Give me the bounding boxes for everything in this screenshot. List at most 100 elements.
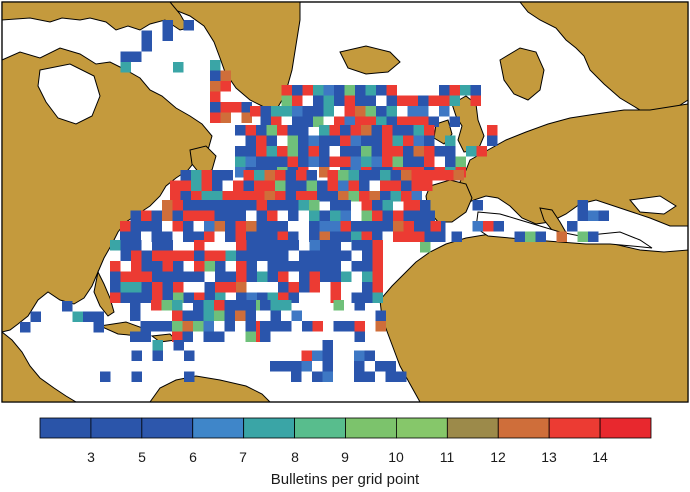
grid-cell [224, 300, 235, 311]
grid-cell [245, 331, 256, 342]
grid-cell [333, 321, 344, 332]
grid-cell [292, 85, 303, 96]
grid-cell [334, 85, 345, 96]
grid-cell [267, 261, 278, 272]
grid-cell [455, 156, 466, 167]
grid-cell [161, 300, 172, 311]
grid-cell [340, 200, 351, 211]
grid-cell [372, 221, 383, 232]
grid-cell [386, 95, 397, 106]
grid-cell [313, 95, 324, 106]
grid-cell [220, 102, 231, 113]
grid-cell [236, 282, 247, 293]
grid-cell [194, 240, 205, 251]
grid-cell [302, 321, 313, 332]
grid-cell [264, 191, 275, 202]
grid-cell [309, 231, 320, 242]
grid-cell [420, 200, 431, 211]
grid-cell [291, 361, 302, 372]
legend-bin-10 [497, 417, 550, 439]
grid-cell [220, 112, 231, 123]
grid-cell [183, 271, 194, 282]
grid-cell [359, 180, 370, 191]
grid-cell [313, 106, 324, 117]
grid-cell [214, 300, 225, 311]
grid-cell [288, 231, 299, 242]
grid-cell [246, 200, 257, 211]
grid-cell [172, 331, 183, 342]
grid-cell [277, 146, 288, 157]
tick-label-12: 12 [490, 449, 506, 465]
grid-cell [204, 200, 215, 211]
grid-cell [329, 125, 340, 136]
grid-cell [256, 156, 267, 167]
legend-bin-1 [39, 417, 92, 439]
grid-cell [371, 146, 382, 157]
grid-cell [362, 271, 373, 282]
grid-cell [340, 210, 351, 221]
tick-label-3: 3 [87, 449, 95, 465]
grid-cell [235, 125, 246, 136]
tick-label-6: 6 [189, 449, 197, 465]
grid-cell [184, 371, 195, 382]
grid-cell [162, 282, 173, 293]
grid-cell [320, 271, 331, 282]
grid-cell [434, 146, 445, 157]
grid-cell [319, 125, 330, 136]
grid-cell [351, 261, 362, 272]
grid-cell [445, 135, 456, 146]
grid-cell [120, 231, 131, 242]
grid-cell [371, 135, 382, 146]
grid-cell [231, 102, 242, 113]
europe-land [455, 103, 689, 227]
grid-cell [322, 371, 333, 382]
grid-cell [235, 156, 246, 167]
grid-cell [245, 146, 256, 157]
grid-cell [376, 85, 387, 96]
grid-cell [267, 210, 278, 221]
grid-cell [424, 146, 435, 157]
bulletin-density-grid [20, 20, 609, 382]
grid-cell [401, 170, 412, 181]
grid-cell [245, 156, 256, 167]
grid-cell [172, 321, 183, 332]
grid-cell [222, 191, 233, 202]
grid-cell [210, 81, 221, 92]
grid-cell [260, 321, 271, 332]
grid-cell [312, 321, 323, 332]
grid-cell [313, 116, 324, 127]
grid-cell [93, 322, 104, 333]
legend-bin-12 [599, 417, 652, 439]
grid-cell [254, 170, 265, 181]
grid-cell [267, 200, 278, 211]
grid-cell [386, 106, 397, 117]
grid-cell [278, 282, 289, 293]
grid-cell [152, 261, 163, 272]
grid-cell [372, 282, 383, 293]
grid-cell [280, 361, 291, 372]
north-america-mainland [1, 47, 213, 333]
grid-cell [267, 221, 278, 232]
grid-cell [264, 170, 275, 181]
grid-cell [319, 210, 330, 221]
grid-cell [203, 321, 214, 332]
grid-cell [235, 231, 246, 242]
grid-cell [330, 221, 341, 232]
grid-cell [194, 271, 205, 282]
grid-cell [403, 200, 414, 211]
grid-cell [120, 51, 131, 62]
grid-cell [340, 221, 351, 232]
legend-bin-7 [345, 417, 397, 439]
grid-cell [309, 250, 320, 261]
grid-cell [131, 371, 142, 382]
grid-cell [271, 116, 282, 127]
grid-cell [141, 282, 152, 293]
grid-cell [256, 135, 267, 146]
grid-cell [466, 146, 477, 157]
grid-cell [212, 191, 223, 202]
grid-cell [235, 210, 246, 221]
inland-sea [629, 195, 677, 215]
grid-cell [183, 292, 194, 303]
grid-cell [233, 191, 244, 202]
grid-cell [277, 125, 288, 136]
